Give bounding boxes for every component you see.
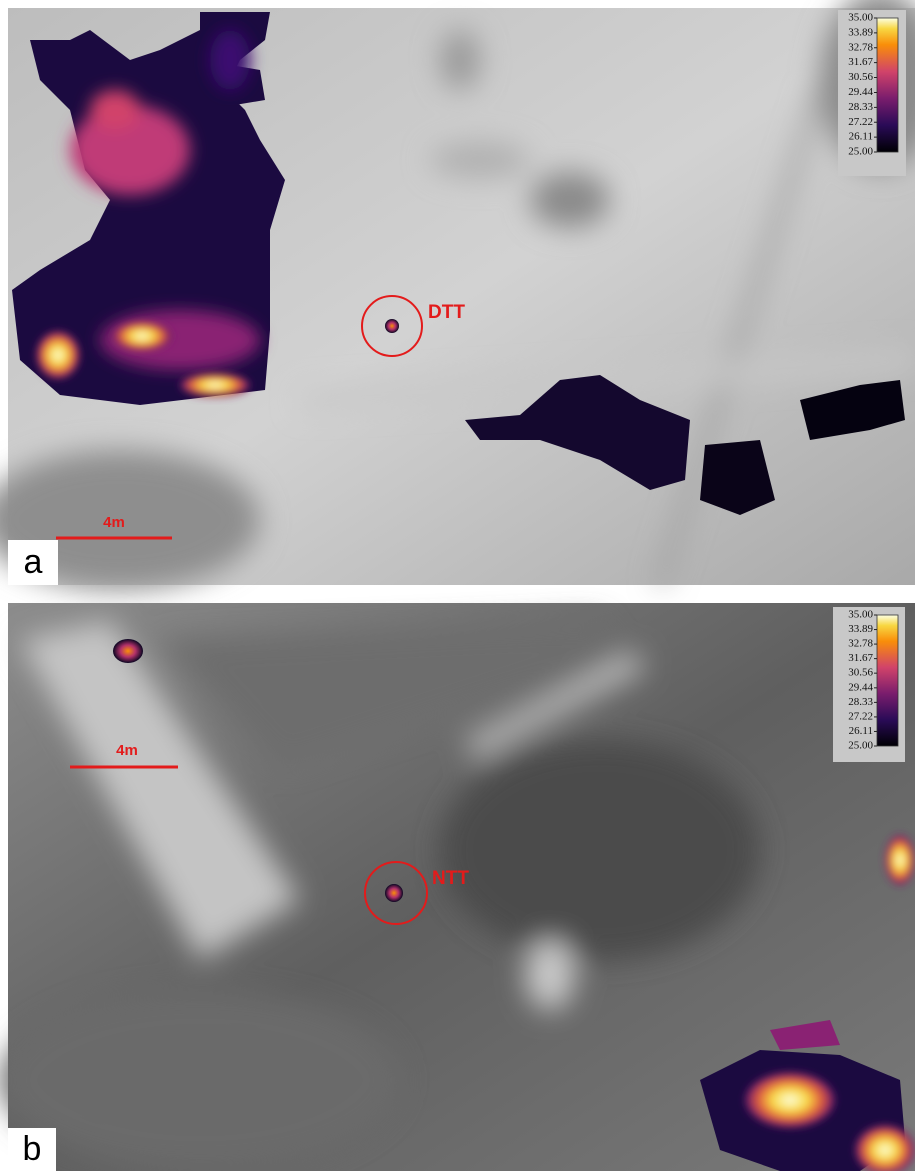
colorbar-tick-label: 33.89 xyxy=(848,623,873,635)
panel-letter: a xyxy=(24,543,43,581)
panel-b: NTT 4m b 35.00 33.89 32.78 31.67 30.56 29.44 2… xyxy=(0,603,915,1171)
colorbar-tick-label: 25.00 xyxy=(848,740,873,752)
panel-a: DTT 4m a 35.00 33.89 32.78 31.67 30.56 29.44 2… xyxy=(0,0,915,590)
target-label: DTT xyxy=(428,302,465,323)
colorbar-tick-label: 29.44 xyxy=(848,86,873,98)
colorbar-tick-label: 26.11 xyxy=(849,725,873,737)
colorbar-tick-label: 30.56 xyxy=(848,71,873,83)
scale-label: 4m xyxy=(103,514,125,531)
colorbar-tick-label: 26.11 xyxy=(849,131,873,143)
colorbar-tick-label: 27.22 xyxy=(848,116,873,128)
colorbar-tick-label: 31.67 xyxy=(848,56,873,68)
colorbar-tick-label: 32.78 xyxy=(848,41,873,53)
target-label: NTT xyxy=(432,868,469,889)
colorbar-tick-label: 31.67 xyxy=(848,652,873,664)
panel-letter: b xyxy=(23,1130,42,1168)
colorbar xyxy=(877,18,898,152)
colorbar-tick-label: 35.00 xyxy=(848,609,873,621)
colorbar-tick-label: 35.00 xyxy=(848,12,873,24)
scale-label: 4m xyxy=(116,742,138,759)
figure: DTT 4m a 35.00 33.89 32.78 31.67 30.56 29.44 2… xyxy=(0,0,915,1171)
colorbar-tick-label: 28.33 xyxy=(848,696,873,708)
colorbar-tick-label: 25.00 xyxy=(848,146,873,158)
colorbar xyxy=(877,615,898,746)
colorbar-tick-label: 29.44 xyxy=(848,681,873,693)
colorbar-tick-label: 30.56 xyxy=(848,667,873,679)
colorbar-tick-label: 28.33 xyxy=(848,101,873,113)
colorbar-tick-label: 27.22 xyxy=(848,710,873,722)
colorbar-tick-label: 32.78 xyxy=(848,638,873,650)
colorbar-tick-label: 33.89 xyxy=(848,26,873,38)
